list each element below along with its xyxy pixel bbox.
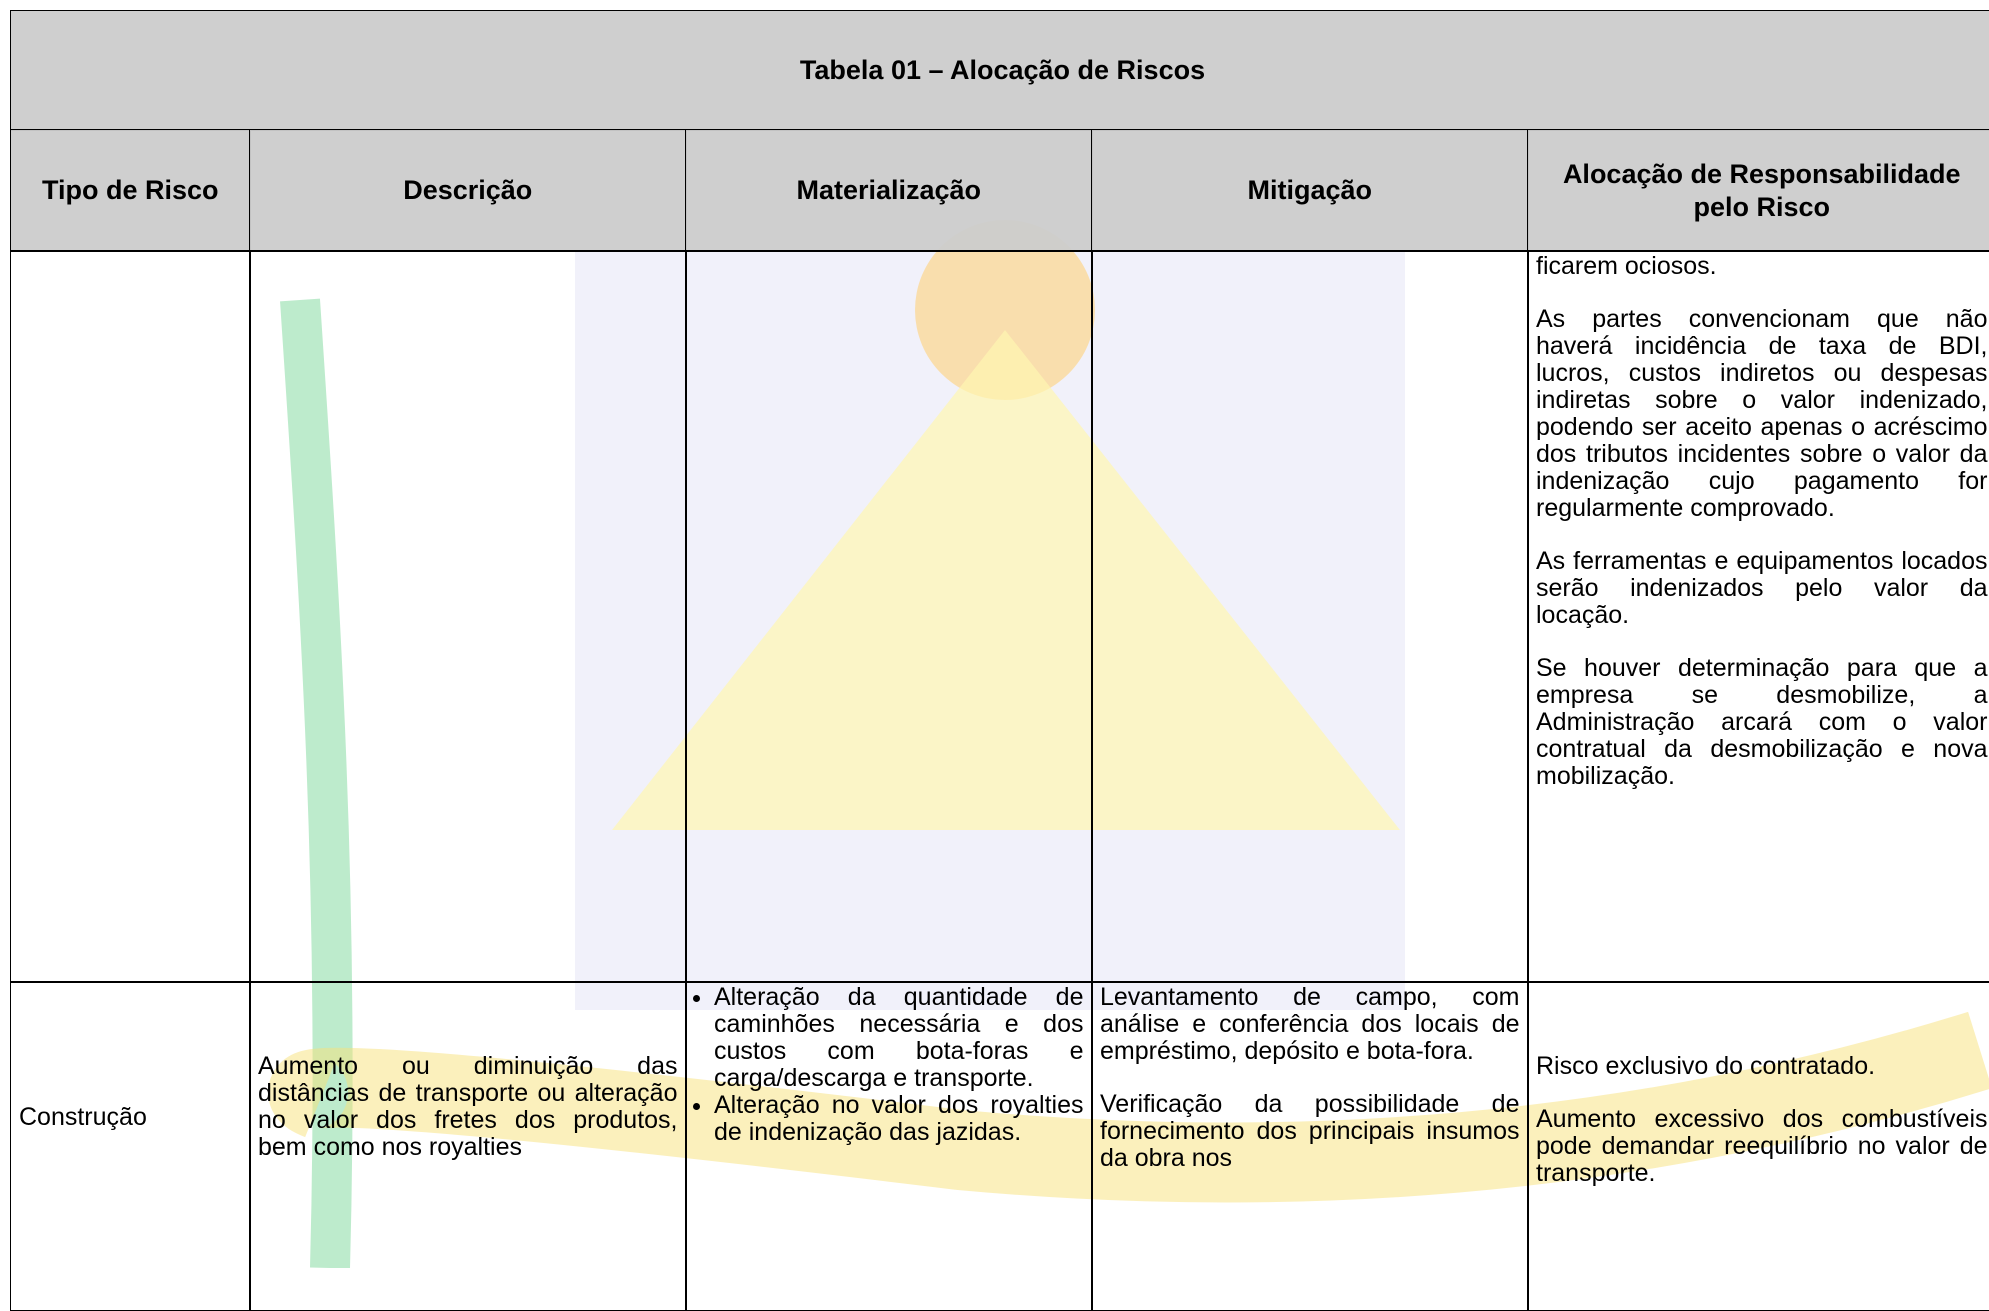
empty-cell [10, 250, 251, 983]
paragraph: ficarem ociosos. [1536, 252, 1717, 280]
paragraph: Verificação da possibilidade de fornecim… [1100, 1090, 1520, 1172]
description: Aumento ou diminuição das distâncias de … [258, 1052, 678, 1161]
allocation-cell: ficarem ociosos. As partes convencionam q… [1527, 250, 1989, 983]
paragraph: As partes convencionam que não haverá in… [1536, 305, 1988, 522]
allocation-cell: Risco exclusivo do contratado. Aumento ex… [1527, 981, 1989, 1311]
paragraph: Levantamento de campo, com análise e con… [1100, 983, 1520, 1065]
table-title: Tabela 01 – Alocação de Riscos [10, 10, 1989, 131]
description-cell: Aumento ou diminuição das distâncias de … [249, 981, 687, 1311]
paragraph: Se houver determinação para que a empres… [1536, 654, 1988, 790]
paragraph: As ferramentas e equipamentos locados se… [1536, 547, 1988, 629]
column-header: Materialização [685, 129, 1093, 252]
page: Tabela 01 – Alocação de Riscos Tipo de Ri… [0, 0, 1989, 1268]
watermark [268, 220, 1989, 1268]
column-header: Mitigação [1091, 129, 1529, 252]
column-header: Descrição [249, 129, 687, 252]
bullet: Alteração no valor dos royalties de inde… [714, 1092, 1084, 1146]
materialization-cell: Alteração da quantidade de caminhões nec… [685, 981, 1093, 1311]
paragraph: Risco exclusivo do contratado. [1536, 1052, 1876, 1080]
mitigation-cell: Levantamento de campo, com análise e con… [1091, 981, 1529, 1311]
empty-cell [1091, 250, 1529, 983]
empty-cell [685, 250, 1093, 983]
bullet: Alteração da quantidade de caminhões nec… [714, 984, 1084, 1092]
column-header: Tipo de Risco [10, 129, 251, 252]
bullet-list: Alteração da quantidade de caminhões nec… [694, 984, 1084, 1146]
type-cell: Construção [10, 981, 251, 1311]
column-header: Alocação de Responsabilidade pelo Risco [1527, 129, 1989, 252]
risk-type: Construção [19, 1103, 147, 1131]
empty-cell [249, 250, 687, 983]
paragraph: Aumento excessivo dos combustíveis pode … [1536, 1105, 1988, 1187]
